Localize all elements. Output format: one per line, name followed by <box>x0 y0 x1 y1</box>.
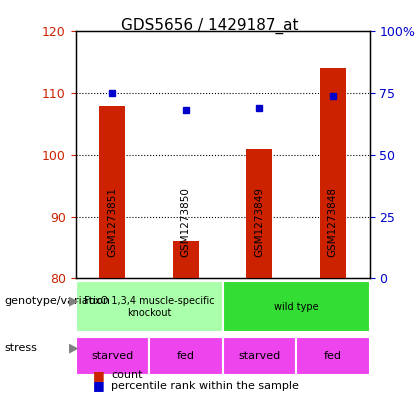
FancyBboxPatch shape <box>223 337 296 375</box>
Bar <box>100 106 125 279</box>
Text: ■: ■ <box>92 379 104 393</box>
FancyBboxPatch shape <box>223 281 370 332</box>
Text: count: count <box>111 370 143 380</box>
Bar <box>320 68 346 279</box>
Text: percentile rank within the sample: percentile rank within the sample <box>111 381 299 391</box>
FancyBboxPatch shape <box>149 337 223 375</box>
Text: genotype/variation: genotype/variation <box>4 296 110 306</box>
Text: GSM1273850: GSM1273850 <box>181 187 191 257</box>
Text: GDS5656 / 1429187_at: GDS5656 / 1429187_at <box>121 18 299 34</box>
Text: FoxO 1,3,4 muscle-specific
knockout: FoxO 1,3,4 muscle-specific knockout <box>84 296 215 318</box>
Text: fed: fed <box>177 351 195 361</box>
Text: ▶: ▶ <box>69 341 79 354</box>
Text: starved: starved <box>91 351 134 361</box>
Text: GSM1273849: GSM1273849 <box>255 187 264 257</box>
Text: fed: fed <box>324 351 342 361</box>
Text: stress: stress <box>4 343 37 353</box>
Text: wild type: wild type <box>274 302 318 312</box>
Text: ■: ■ <box>92 369 104 382</box>
FancyBboxPatch shape <box>76 337 149 375</box>
Text: GSM1273848: GSM1273848 <box>328 187 338 257</box>
Bar <box>247 149 272 279</box>
Bar <box>173 241 199 279</box>
Text: GSM1273851: GSM1273851 <box>108 187 117 257</box>
FancyBboxPatch shape <box>296 337 370 375</box>
FancyBboxPatch shape <box>76 281 223 332</box>
Text: ▶: ▶ <box>69 294 79 307</box>
Text: starved: starved <box>238 351 281 361</box>
